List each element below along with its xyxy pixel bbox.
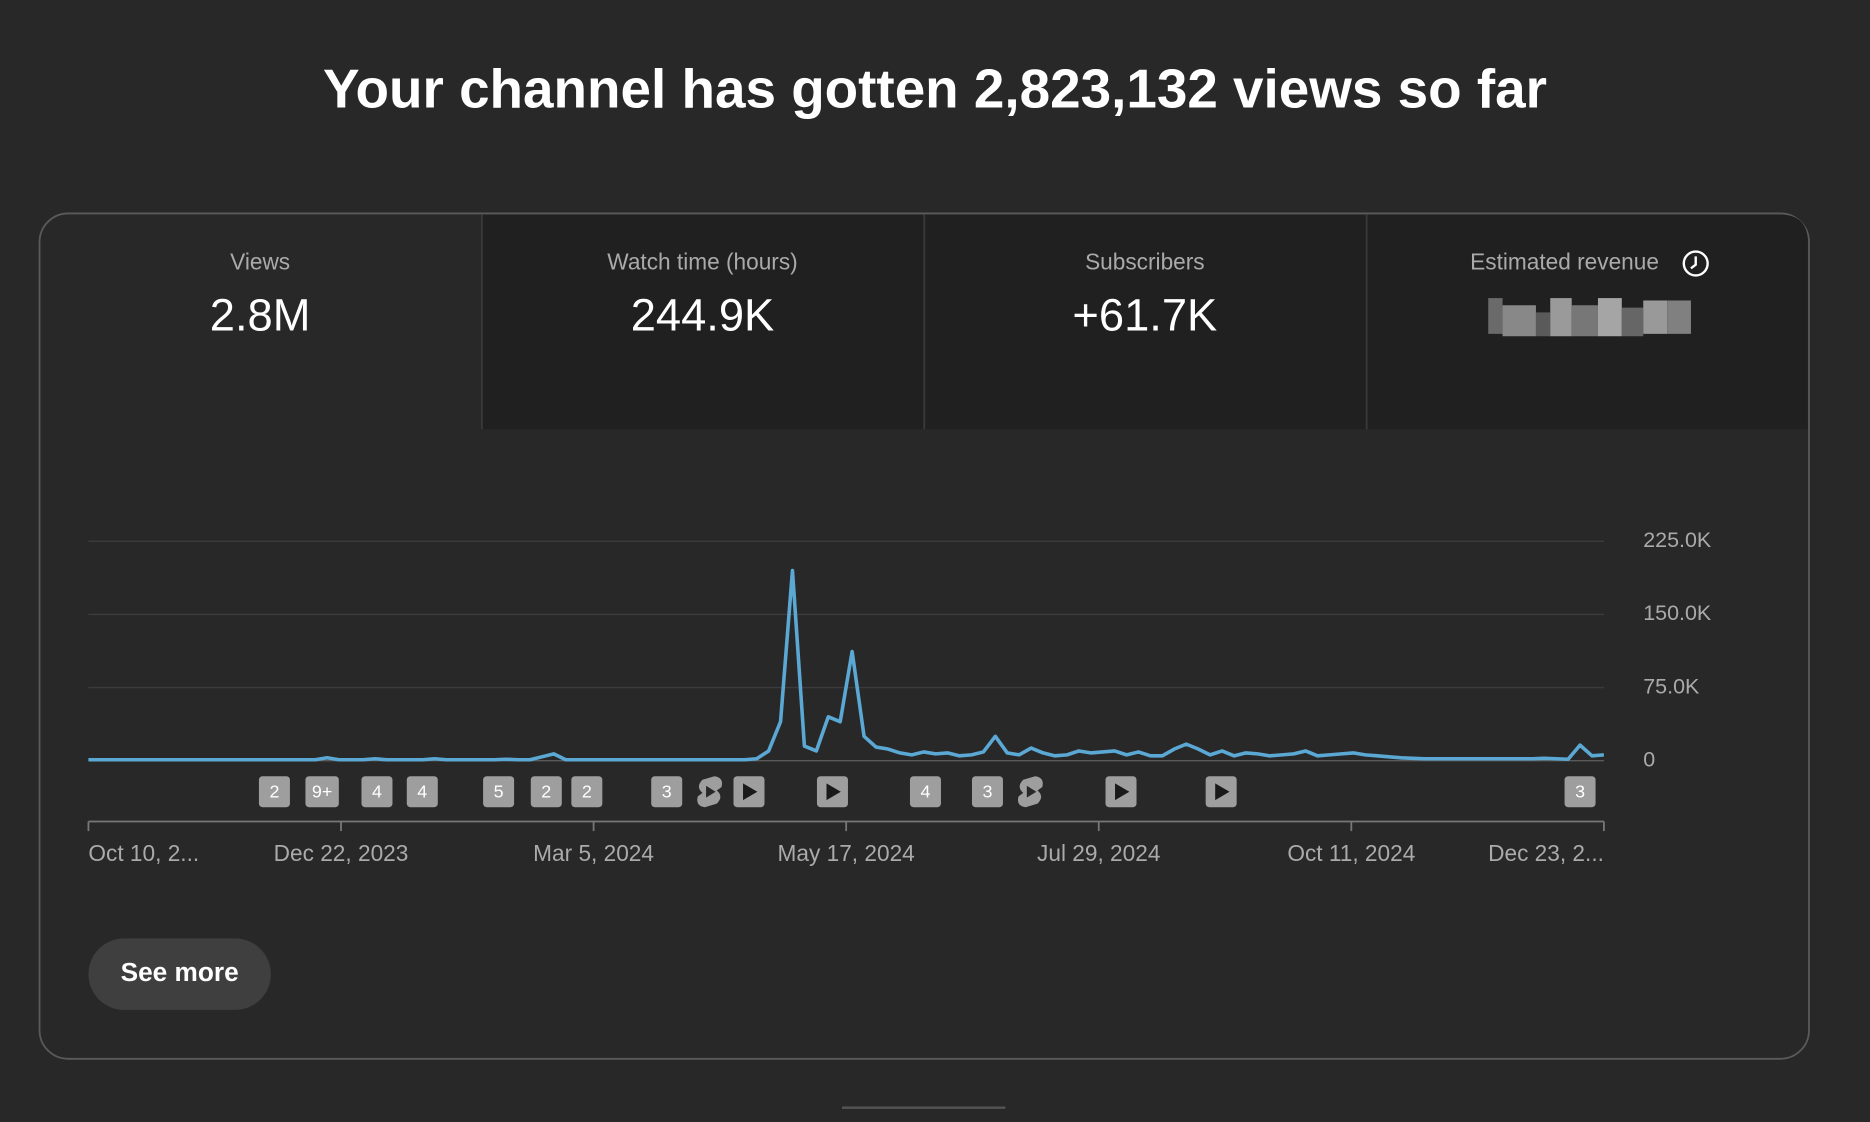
marker-label: 5 <box>494 782 504 802</box>
x-tick-label: Oct 11, 2024 <box>1287 840 1415 866</box>
play-icon <box>826 783 841 801</box>
tab[interactable]: Estimated revenue <box>1470 248 1709 337</box>
x-tick-label: May 17, 2024 <box>778 840 915 866</box>
tab-value: 244.9K <box>631 289 775 340</box>
event-marker[interactable]: 4 <box>909 776 941 808</box>
event-marker[interactable]: 5 <box>483 776 515 808</box>
event-marker[interactable]: 3 <box>971 776 1003 808</box>
play-icon <box>1115 783 1130 801</box>
marker-box <box>406 776 438 808</box>
event-marker[interactable]: 3 <box>1564 776 1596 808</box>
marker-box <box>909 776 941 808</box>
marker-label: 3 <box>982 782 992 802</box>
marker-box <box>258 776 290 808</box>
marker-label: 3 <box>662 782 672 802</box>
marker-label: 4 <box>920 782 930 802</box>
event-marker[interactable] <box>733 776 765 808</box>
marker-box <box>971 776 1003 808</box>
y-tick-label: 225.0K <box>1643 528 1712 552</box>
event-marker[interactable] <box>1017 776 1043 808</box>
tab-value: +61.7K <box>1072 289 1217 340</box>
marker-label: 4 <box>372 782 382 802</box>
event-marker[interactable]: 4 <box>361 776 393 808</box>
page-title: Your channel has gotten 2,823,132 views … <box>323 57 1547 119</box>
marker-label: 3 <box>1575 782 1585 802</box>
y-tick-label: 0 <box>1643 747 1655 771</box>
event-marker[interactable]: 2 <box>258 776 290 808</box>
event-marker[interactable]: 3 <box>651 776 683 808</box>
marker-label: 2 <box>269 782 279 802</box>
marker-box <box>483 776 515 808</box>
marker-box <box>361 776 393 808</box>
marker-box <box>571 776 603 808</box>
tab-strip-bg <box>481 214 1808 430</box>
x-tick-label: Oct 10, 2... <box>88 840 199 866</box>
tab[interactable]: Watch time (hours) 244.9K <box>607 248 797 340</box>
see-more-button[interactable]: See more <box>88 938 271 1010</box>
event-marker[interactable] <box>697 776 723 808</box>
tab-label: Estimated revenue <box>1470 248 1659 274</box>
tab-label: Subscribers <box>1085 248 1205 274</box>
y-tick-label: 150.0K <box>1643 601 1712 625</box>
marker-label: 2 <box>582 782 592 802</box>
play-icon <box>1215 783 1230 801</box>
marker-box <box>305 776 339 808</box>
tab-value: 2.8M <box>210 289 311 340</box>
button-bg <box>88 938 271 1010</box>
marker-label: 2 <box>541 782 551 802</box>
event-marker[interactable] <box>1105 776 1137 808</box>
y-tick-label: 75.0K <box>1643 674 1700 698</box>
marker-label: 9+ <box>312 782 332 802</box>
event-marker[interactable]: 2 <box>530 776 562 808</box>
marker-box <box>530 776 562 808</box>
marker-box <box>651 776 683 808</box>
event-marker[interactable]: 4 <box>406 776 438 808</box>
x-tick-label: Mar 5, 2024 <box>533 840 654 866</box>
tab[interactable]: Subscribers +61.7K <box>1072 248 1217 340</box>
blurred-revenue <box>1488 298 1691 337</box>
tab-label: Views <box>230 248 290 274</box>
event-marker[interactable] <box>1205 776 1237 808</box>
event-marker[interactable]: 9+ <box>305 776 339 808</box>
tab-label: Watch time (hours) <box>607 248 797 274</box>
event-marker[interactable] <box>816 776 848 808</box>
x-tick-label: Dec 23, 2... <box>1488 840 1604 866</box>
shorts-play <box>706 785 716 798</box>
chart: 0 75.0K 150.0K 225.0K Oct 10, 2... Dec 22, 20… <box>87 528 1712 866</box>
x-tick-label: Jul 29, 2024 <box>1037 840 1160 866</box>
clock-icon <box>1682 250 1709 277</box>
button-label: See more <box>121 957 239 987</box>
x-tick-label: Dec 22, 2023 <box>274 840 409 866</box>
tab[interactable]: Views 2.8M <box>210 248 311 340</box>
line-series <box>88 568 1605 762</box>
play-icon <box>743 783 758 801</box>
event-marker[interactable]: 2 <box>571 776 603 808</box>
shorts-play <box>1026 785 1037 798</box>
marker-label: 4 <box>417 782 427 802</box>
marker-box <box>1564 776 1596 808</box>
